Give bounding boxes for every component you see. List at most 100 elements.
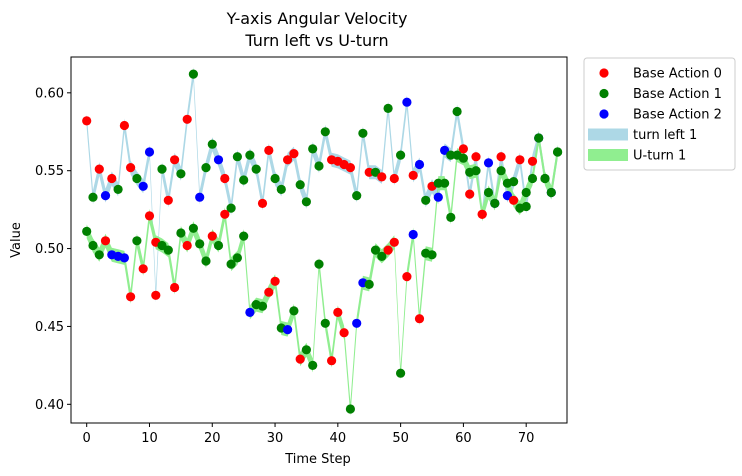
data-point [295, 180, 305, 190]
data-point [264, 287, 274, 297]
x-tick-label: 40 [330, 431, 347, 446]
data-point [446, 212, 456, 222]
data-point [402, 97, 412, 107]
data-point [427, 250, 437, 260]
data-point [176, 169, 186, 179]
data-point [377, 172, 387, 182]
y-axis-label: Value [9, 222, 24, 258]
data-point [226, 259, 236, 269]
data-point [364, 279, 374, 289]
data-point [270, 173, 280, 184]
data-point [377, 251, 387, 261]
data-point [527, 156, 538, 166]
data-point [389, 173, 399, 184]
x-tick-label: 20 [204, 431, 221, 446]
data-point [119, 120, 129, 131]
data-point [458, 153, 468, 163]
data-point [213, 155, 224, 165]
data-point [182, 114, 192, 124]
legend-label: Base Action 1 [633, 87, 722, 102]
plot-area [70, 56, 568, 424]
data-point [207, 139, 217, 149]
x-tick-label: 0 [83, 431, 91, 446]
data-point [170, 155, 180, 165]
data-point [295, 354, 305, 364]
data-point [308, 360, 318, 370]
chart-title: Y-axis Angular Velocity [226, 9, 408, 28]
data-point [138, 264, 148, 274]
data-point [301, 345, 311, 355]
x-axis-label: Time Step [284, 452, 351, 467]
data-point [471, 152, 481, 162]
data-point [339, 328, 349, 338]
y-tick-label: 0.60 [35, 86, 64, 101]
data-point [251, 164, 261, 174]
data-point [119, 253, 129, 263]
data-point [490, 198, 500, 208]
data-point [546, 187, 556, 198]
data-point [314, 161, 324, 171]
data-point [333, 307, 343, 317]
data-point [113, 184, 123, 194]
data-point [383, 103, 393, 113]
data-point [232, 253, 242, 263]
data-point [107, 173, 117, 184]
data-point [257, 198, 268, 208]
legend-label: turn left 1 [633, 128, 697, 143]
axes-frame [70, 56, 568, 424]
data-point [94, 250, 104, 260]
data-point [440, 178, 450, 188]
data-point [414, 159, 425, 170]
data-point [527, 173, 538, 184]
legend: Base Action 0 Base Action 1 Base Action 2 t… [583, 57, 736, 171]
data-point [226, 203, 236, 213]
data-point [283, 325, 293, 335]
x-tick-label: 60 [455, 431, 472, 446]
y-tick-label: 0.55 [35, 164, 64, 179]
data-point [176, 228, 186, 238]
data-point [352, 191, 362, 201]
data-point [82, 116, 92, 126]
data-point [276, 184, 286, 194]
data-point [213, 240, 224, 251]
y-tick-label: 0.50 [35, 242, 64, 257]
data-point [157, 240, 167, 251]
data-point [201, 256, 211, 266]
data-point [534, 133, 544, 143]
data-point [257, 301, 268, 311]
data-point [182, 240, 192, 251]
data-point [301, 197, 311, 207]
data-point [553, 147, 563, 157]
data-point [370, 167, 381, 177]
data-point [264, 145, 274, 155]
data-point [132, 173, 142, 184]
data-point [483, 158, 494, 168]
data-point [483, 187, 494, 198]
data-point [195, 239, 205, 249]
data-point [88, 192, 98, 202]
data-point [100, 191, 111, 201]
data-point [201, 163, 211, 173]
y-axis: 0.40 0.45 0.50 0.55 0.60 [35, 86, 71, 413]
data-point [151, 290, 161, 300]
data-point [471, 166, 481, 176]
legend-label: Base Action 2 [633, 108, 722, 123]
data-point [314, 259, 324, 269]
data-point [245, 307, 255, 317]
y-tick-label: 0.40 [35, 398, 64, 413]
data-point [414, 314, 425, 324]
data-point [232, 152, 242, 162]
data-point [188, 223, 198, 233]
data-point [320, 318, 330, 328]
data-point [239, 175, 249, 185]
y-tick-label: 0.45 [35, 320, 64, 335]
data-point [452, 106, 462, 117]
data-point [144, 147, 155, 157]
data-point [239, 231, 249, 241]
data-point [100, 236, 111, 246]
legend-label: Base Action 0 [633, 67, 722, 82]
data-point [220, 173, 230, 184]
data-point [433, 192, 443, 202]
data-point [163, 245, 173, 255]
data-point [458, 144, 468, 154]
